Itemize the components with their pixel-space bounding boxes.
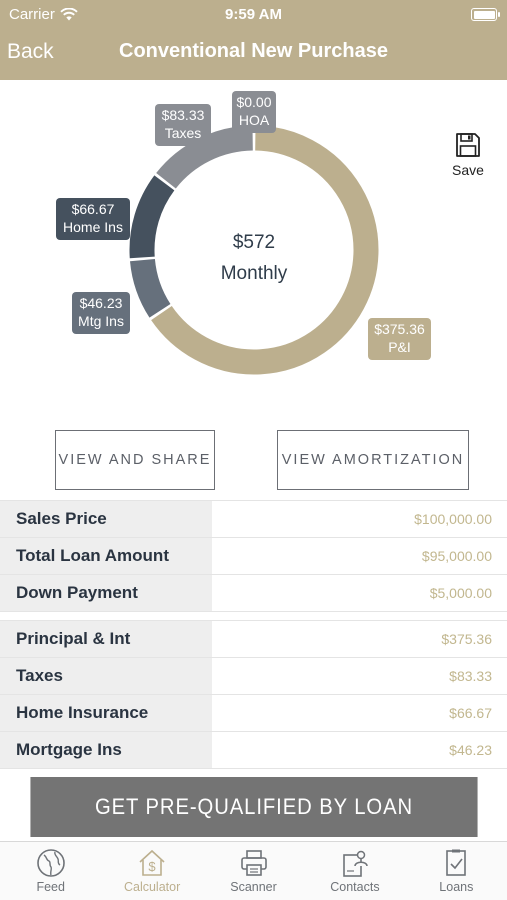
- donut-chart: [129, 125, 379, 375]
- taxes-value: $83.33: [161, 107, 205, 123]
- table-row: Mortgage Ins $46.23: [0, 732, 507, 769]
- tab-bar: Feed $ Calculator Scanner Contacts: [0, 841, 507, 900]
- row-label: Mortgage Ins: [0, 732, 212, 768]
- loan-summary-table: Sales Price $100,000.00 Total Loan Amoun…: [0, 500, 507, 612]
- hoa-value: $0.00: [236, 94, 272, 110]
- mtg-ins-value: $46.23: [79, 295, 123, 311]
- tab-label: Contacts: [330, 880, 380, 894]
- back-button[interactable]: Back: [7, 40, 54, 63]
- taxes-label: $83.33 Taxes: [155, 104, 211, 146]
- status-time: 9:59 AM: [225, 6, 282, 23]
- tab-label: Scanner: [230, 880, 277, 894]
- pi-label: $375.36 P&I: [368, 318, 431, 360]
- monthly-label: Monthly: [220, 263, 288, 284]
- donut-segment-taxes: [156, 125, 254, 189]
- row-label: Down Payment: [0, 575, 212, 611]
- pi-name: P&I: [388, 339, 411, 355]
- status-bar: Carrier 9:59 AM: [0, 6, 507, 24]
- page-title: Conventional New Purchase: [119, 40, 388, 62]
- table-row: Taxes $83.33: [0, 658, 507, 695]
- tab-label: Loans: [439, 880, 474, 894]
- pi-value: $375.36: [374, 321, 425, 337]
- row-label: Total Loan Amount: [0, 538, 212, 574]
- battery-icon: [471, 8, 500, 21]
- tab-label: Calculator: [123, 880, 181, 894]
- save-button[interactable]: Save: [449, 132, 487, 178]
- carrier-indicator: Carrier: [9, 6, 78, 23]
- view-and-share-button[interactable]: VIEW AND SHARE: [55, 430, 215, 490]
- row-label: Home Insurance: [0, 695, 212, 731]
- tab-loans[interactable]: Loans: [406, 842, 507, 900]
- home-ins-name: Home Ins: [63, 219, 123, 235]
- table-row: Principal & Int $375.36: [0, 621, 507, 658]
- table-row: Total Loan Amount $95,000.00: [0, 538, 507, 575]
- row-value[interactable]: $375.36: [441, 631, 492, 647]
- mtg-ins-label: $46.23 Mtg Ins: [72, 292, 130, 334]
- wifi-icon: [60, 8, 78, 21]
- payment-breakdown-table: Principal & Int $375.36 Taxes $83.33 Hom…: [0, 620, 507, 769]
- table-row: Sales Price $100,000.00: [0, 501, 507, 538]
- donut-segment-p-i: [151, 125, 379, 375]
- svg-text:$: $: [148, 859, 156, 874]
- row-value[interactable]: $95,000.00: [421, 548, 492, 564]
- row-label: Taxes: [0, 658, 212, 694]
- carrier-label: Carrier: [9, 6, 55, 23]
- app-header: Carrier 9:59 AM Back Conventional New Pu…: [0, 0, 507, 80]
- tab-label: Feed: [36, 880, 65, 894]
- globe-icon: [36, 849, 65, 877]
- contacts-icon: [343, 850, 368, 877]
- view-amortization-button[interactable]: VIEW AMORTIZATION: [277, 430, 469, 490]
- dollar-house-icon: $: [139, 849, 165, 876]
- row-value[interactable]: $66.67: [449, 705, 492, 721]
- row-label: Sales Price: [0, 501, 212, 537]
- save-label: Save: [452, 162, 484, 178]
- row-label: Principal & Int: [0, 621, 212, 657]
- mtg-ins-name: Mtg Ins: [78, 313, 124, 329]
- row-value[interactable]: $46.23: [449, 742, 492, 758]
- home-ins-value: $66.67: [71, 201, 115, 217]
- floppy-disk-icon: [456, 133, 480, 157]
- document-check-icon: [446, 849, 467, 876]
- tab-feed[interactable]: Feed: [0, 842, 101, 900]
- row-value[interactable]: $5,000.00: [429, 585, 492, 601]
- hoa-name: HOA: [238, 112, 270, 128]
- row-value[interactable]: $83.33: [449, 668, 492, 684]
- monthly-total: $572: [232, 232, 276, 253]
- tab-contacts[interactable]: Contacts: [304, 842, 405, 900]
- payment-chart: $572 Monthly $0.00 HOA $83.33 Taxes $66.…: [0, 80, 507, 420]
- row-value[interactable]: $100,000.00: [414, 511, 492, 527]
- taxes-name: Taxes: [164, 125, 202, 141]
- hoa-label: $0.00 HOA: [232, 91, 276, 133]
- donut-segment-home-ins: [129, 175, 175, 259]
- home-ins-label: $66.67 Home Ins: [56, 198, 130, 240]
- table-row: Down Payment $5,000.00: [0, 575, 507, 612]
- printer-icon: [240, 850, 267, 876]
- table-row: Home Insurance $66.67: [0, 695, 507, 732]
- tab-calculator[interactable]: $ Calculator: [101, 842, 202, 900]
- donut-segment-mtg-ins: [130, 258, 171, 318]
- navigation-bar: Back Conventional New Purchase: [0, 40, 507, 66]
- tab-scanner[interactable]: Scanner: [203, 842, 304, 900]
- get-prequalified-button[interactable]: GET PRE-QUALIFIED BY LOAN: [30, 777, 478, 837]
